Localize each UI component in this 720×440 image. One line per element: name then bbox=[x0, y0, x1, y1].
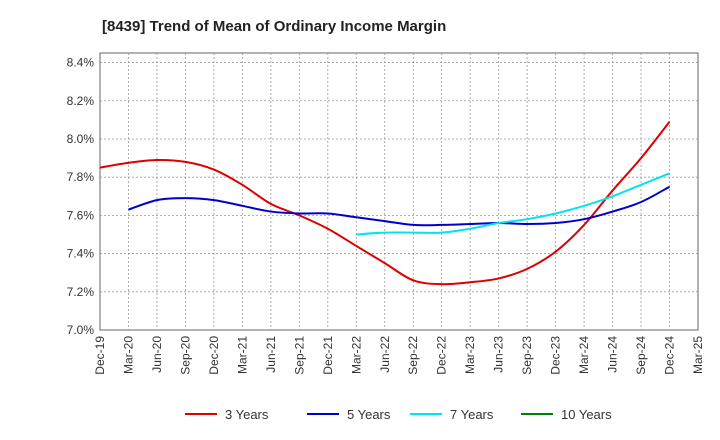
x-tick-label: Mar-21 bbox=[235, 336, 249, 374]
x-tick-label: Sep-24 bbox=[634, 336, 648, 375]
y-tick-label: 8.2% bbox=[67, 94, 95, 108]
x-tick-label: Mar-24 bbox=[577, 336, 591, 374]
x-tick-label: Jun-21 bbox=[264, 336, 278, 373]
plot-area bbox=[99, 52, 699, 331]
x-tick-label: Sep-20 bbox=[178, 336, 192, 375]
legend-label: 5 Years bbox=[347, 407, 391, 422]
legend-label: 3 Years bbox=[225, 407, 269, 422]
series-lines bbox=[99, 121, 671, 286]
y-tick-label: 7.2% bbox=[67, 285, 95, 299]
series-line-5-years bbox=[128, 185, 670, 227]
y-tick-label: 8.0% bbox=[67, 132, 95, 146]
x-tick-label: Jun-22 bbox=[378, 336, 392, 373]
x-tick-label: Sep-23 bbox=[520, 336, 534, 375]
legend-label: 7 Years bbox=[450, 407, 494, 422]
x-tick-label: Dec-20 bbox=[207, 336, 221, 375]
x-tick-label: Dec-22 bbox=[435, 336, 449, 375]
y-axis: 7.0% 7.2% 7.4% 7.6% 7.8% 8.0% 8.2% 8.4% bbox=[67, 56, 95, 337]
y-tick-label: 7.6% bbox=[67, 208, 95, 222]
series-line-7-years bbox=[356, 172, 670, 236]
y-tick-label: 7.8% bbox=[67, 170, 95, 184]
x-tick-label: Mar-22 bbox=[349, 336, 363, 374]
chart-title: [8439] Trend of Mean of Ordinary Income … bbox=[102, 18, 446, 35]
x-tick-label: Mar-25 bbox=[691, 336, 705, 374]
y-tick-label: 7.4% bbox=[67, 247, 95, 261]
x-tick-label: Sep-21 bbox=[292, 336, 306, 375]
x-tick-label: Jun-24 bbox=[606, 336, 620, 373]
x-tick-label: Mar-23 bbox=[463, 336, 477, 374]
y-tick-label: 8.4% bbox=[67, 56, 95, 70]
x-tick-label: Jun-23 bbox=[492, 336, 506, 373]
series-line-3-years bbox=[99, 121, 671, 286]
x-tick-label: Dec-23 bbox=[549, 336, 563, 375]
legend: 3 Years 5 Years 7 Years 10 Years bbox=[185, 407, 612, 422]
x-axis: Dec-19 Mar-20 Jun-20 Sep-20 Dec-20 Mar-21 Jun-… bbox=[93, 336, 705, 375]
x-tick-label: Jun-20 bbox=[150, 336, 164, 373]
y-tick-label: 7.0% bbox=[67, 323, 95, 337]
x-tick-label: Dec-24 bbox=[663, 336, 677, 375]
x-tick-label: Mar-20 bbox=[121, 336, 135, 374]
x-tick-label: Sep-22 bbox=[406, 336, 420, 375]
x-tick-label: Dec-19 bbox=[93, 336, 107, 375]
legend-label: 10 Years bbox=[561, 407, 612, 422]
x-tick-label: Dec-21 bbox=[321, 336, 335, 375]
